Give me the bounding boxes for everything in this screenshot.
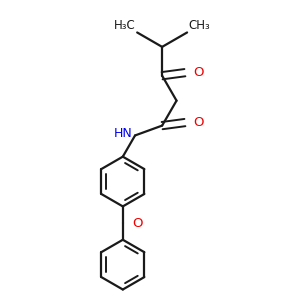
Text: O: O (194, 116, 204, 129)
Text: O: O (132, 217, 142, 230)
Text: O: O (194, 66, 204, 79)
Text: CH₃: CH₃ (189, 19, 210, 32)
Text: H₃C: H₃C (114, 19, 136, 32)
Text: HN: HN (114, 127, 133, 140)
